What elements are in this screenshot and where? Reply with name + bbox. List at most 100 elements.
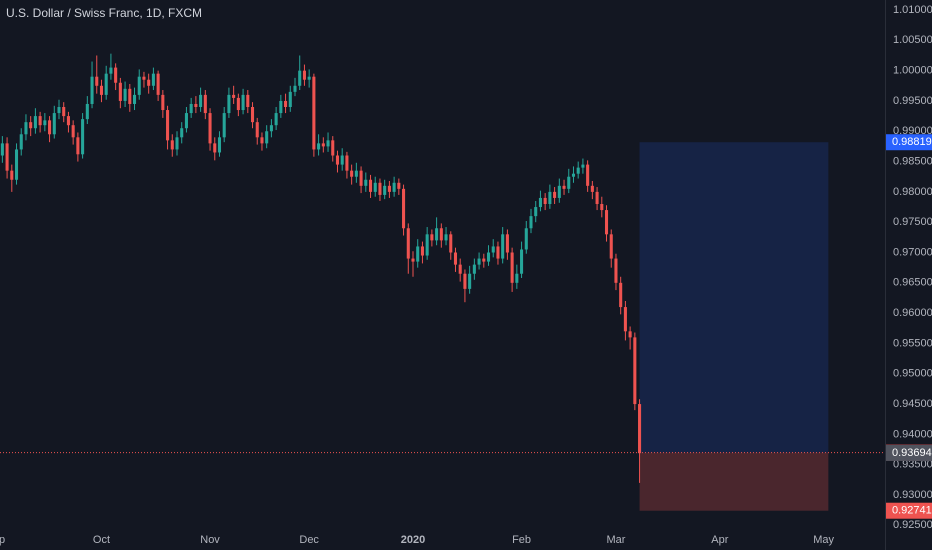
candle-body (496, 246, 500, 259)
candle-body (463, 273, 467, 289)
candle-body (142, 76, 146, 80)
candle-body (298, 70, 302, 86)
candle-body (170, 140, 174, 150)
candle-body (232, 94, 236, 98)
stop-zone (639, 452, 829, 511)
candle-body (609, 234, 613, 259)
y-tick-label: 0.92500 (893, 519, 932, 531)
candle-body (472, 264, 476, 274)
x-tick-label: Sep (0, 534, 5, 546)
candle-body (420, 246, 424, 256)
candle-body (458, 264, 462, 274)
candle-body (520, 249, 524, 274)
candle-body (166, 110, 170, 141)
candle-body (29, 122, 33, 129)
candle-body (109, 67, 113, 74)
candle-body (222, 113, 226, 138)
candle-body (501, 234, 505, 259)
candle-body (378, 182, 382, 195)
candle-body (284, 100, 288, 108)
candle-body (156, 73, 160, 95)
candle-body (397, 182, 401, 189)
candle-body (482, 258, 486, 262)
candle-body (510, 252, 514, 283)
candle-body (340, 155, 344, 165)
candle-body (515, 273, 519, 283)
y-tick-label: 0.93000 (893, 489, 932, 501)
candle-body (553, 191, 557, 198)
candle-body (269, 125, 273, 132)
target-price-label: 0.98819 (892, 136, 932, 148)
candle-body (52, 113, 56, 135)
x-tick-label: 2020 (401, 534, 425, 546)
target-price-label-box (886, 134, 932, 151)
candle-body (383, 185, 387, 195)
candle-body (217, 137, 222, 153)
candle-body (359, 170, 363, 186)
candle-body (345, 155, 349, 171)
candle-body (10, 170, 14, 180)
candle-body (62, 107, 66, 117)
target-zone (639, 142, 829, 453)
candle-body (406, 228, 410, 259)
x-tick-label: Apr (711, 534, 728, 546)
x-tick-label: Dec (299, 534, 319, 546)
x-tick-label: May (813, 534, 834, 546)
candle-body (43, 120, 47, 126)
candle-body (137, 76, 141, 95)
candle-body (543, 197, 547, 205)
candle-body (19, 134, 23, 150)
chart-title: U.S. Dollar / Swiss Franc, 1D, FXCM (6, 6, 202, 20)
candle-body (260, 137, 264, 144)
y-tick-label: 0.98000 (893, 186, 932, 198)
y-tick-label: 0.94000 (893, 428, 932, 440)
candle-body (33, 116, 37, 129)
y-tick-label: 0.99000 (893, 125, 932, 137)
candle-body (567, 176, 571, 189)
candle-body (402, 188, 406, 229)
candle-body (38, 116, 42, 126)
candle-body (505, 234, 509, 253)
candle-body (571, 173, 576, 177)
candle-body (302, 70, 306, 80)
candle-body (586, 164, 590, 186)
candle-body (279, 100, 283, 114)
candle-body (85, 103, 89, 120)
candle-body (236, 97, 240, 111)
candle-body (184, 113, 188, 129)
candle-body (628, 331, 632, 338)
last-price-label: 0.93694 (892, 447, 932, 459)
candle-body (317, 143, 321, 150)
candle-body (14, 149, 19, 180)
candle-body (335, 155, 340, 165)
candle-body (468, 273, 472, 289)
candle-body (562, 185, 566, 189)
candle-body (151, 73, 155, 86)
candle-body (213, 143, 217, 153)
candle-body (250, 107, 255, 123)
candle-body (529, 216, 533, 229)
candle-body (354, 170, 358, 177)
candle-body (453, 252, 458, 265)
candle-body (180, 128, 184, 138)
x-tick-label: Feb (512, 534, 531, 546)
candle-body (619, 282, 623, 308)
candle-body (5, 143, 9, 171)
candle-body (444, 234, 448, 241)
candle-body (114, 67, 118, 83)
candle-body (227, 94, 231, 114)
candle-body (194, 103, 198, 108)
x-tick-label: Mar (606, 534, 625, 546)
candle-body (416, 246, 420, 262)
candle-body (241, 94, 245, 111)
stop-price-label: 0.92741 (892, 505, 932, 517)
candle-body (449, 234, 453, 253)
candle-body (477, 258, 481, 265)
candle-body (57, 107, 61, 114)
candle-body (293, 85, 297, 92)
y-tick-label: 0.95000 (893, 368, 932, 380)
y-tick-label: 1.00500 (893, 34, 932, 46)
candle-body (0, 143, 4, 156)
x-tick-label: Oct (93, 534, 110, 546)
candle-body (274, 113, 278, 126)
